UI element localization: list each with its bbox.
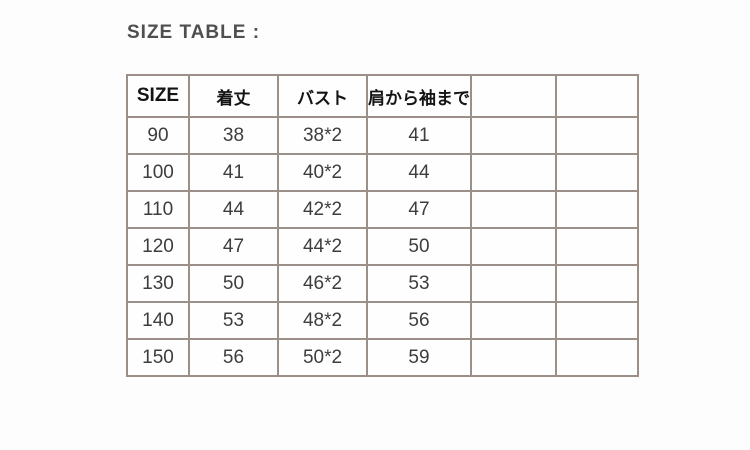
table-cell: [470, 301, 557, 340]
table-cell: [470, 153, 557, 192]
table-row: 130 50 46*2 53: [126, 264, 639, 303]
table-cell: 50: [188, 264, 279, 303]
table-cell: 110: [126, 190, 190, 229]
table-cell: 44*2: [277, 227, 368, 266]
table-cell: [555, 227, 639, 266]
table-cell: 44: [366, 153, 472, 192]
table-cell: 47: [366, 190, 472, 229]
table-cell: [470, 227, 557, 266]
column-header: SIZE: [126, 74, 190, 118]
table-row: 100 41 40*2 44: [126, 153, 639, 192]
table-cell: 42*2: [277, 190, 368, 229]
table-cell: [470, 190, 557, 229]
table-row: 120 47 44*2 50: [126, 227, 639, 266]
column-header: [555, 74, 639, 118]
table-cell: [555, 190, 639, 229]
table-cell: 53: [188, 301, 279, 340]
column-header: 肩から袖まで: [366, 74, 472, 118]
table-cell: 48*2: [277, 301, 368, 340]
size-table-body: 90 38 38*2 41 100 41 40*2 44 110 44 42*2 47 120 47 44*…: [126, 116, 639, 377]
table-cell: 50: [366, 227, 472, 266]
table-cell: 41: [188, 153, 279, 192]
table-cell: 90: [126, 116, 190, 155]
table-cell: 41: [366, 116, 472, 155]
table-cell: 50*2: [277, 338, 368, 377]
table-cell: 56: [366, 301, 472, 340]
table-cell: 120: [126, 227, 190, 266]
table-cell: 44: [188, 190, 279, 229]
table-row: 90 38 38*2 41: [126, 116, 639, 155]
column-header: 着丈: [188, 74, 279, 118]
table-cell: [470, 338, 557, 377]
table-cell: 38*2: [277, 116, 368, 155]
table-cell: 53: [366, 264, 472, 303]
table-cell: 47: [188, 227, 279, 266]
table-cell: 140: [126, 301, 190, 340]
size-table: SIZE 着丈 バスト 肩から袖まで 90 38 38*2 41 100 41 40*2 44 110…: [126, 74, 639, 377]
column-header: バスト: [277, 74, 368, 118]
table-cell: 56: [188, 338, 279, 377]
table-cell: 130: [126, 264, 190, 303]
table-row: 140 53 48*2 56: [126, 301, 639, 340]
table-cell: 150: [126, 338, 190, 377]
page-title: SIZE TABLE :: [127, 22, 261, 43]
table-cell: 46*2: [277, 264, 368, 303]
table-cell: [555, 116, 639, 155]
table-cell: [470, 116, 557, 155]
table-row: 110 44 42*2 47: [126, 190, 639, 229]
table-cell: [555, 153, 639, 192]
table-cell: 59: [366, 338, 472, 377]
table-cell: 40*2: [277, 153, 368, 192]
table-cell: 38: [188, 116, 279, 155]
table-cell: [555, 301, 639, 340]
table-cell: [470, 264, 557, 303]
table-cell: 100: [126, 153, 190, 192]
table-cell: [555, 338, 639, 377]
table-row: 150 56 50*2 59: [126, 338, 639, 377]
table-cell: [555, 264, 639, 303]
column-header: [470, 74, 557, 118]
header-row: SIZE 着丈 バスト 肩から袖まで: [126, 74, 639, 118]
